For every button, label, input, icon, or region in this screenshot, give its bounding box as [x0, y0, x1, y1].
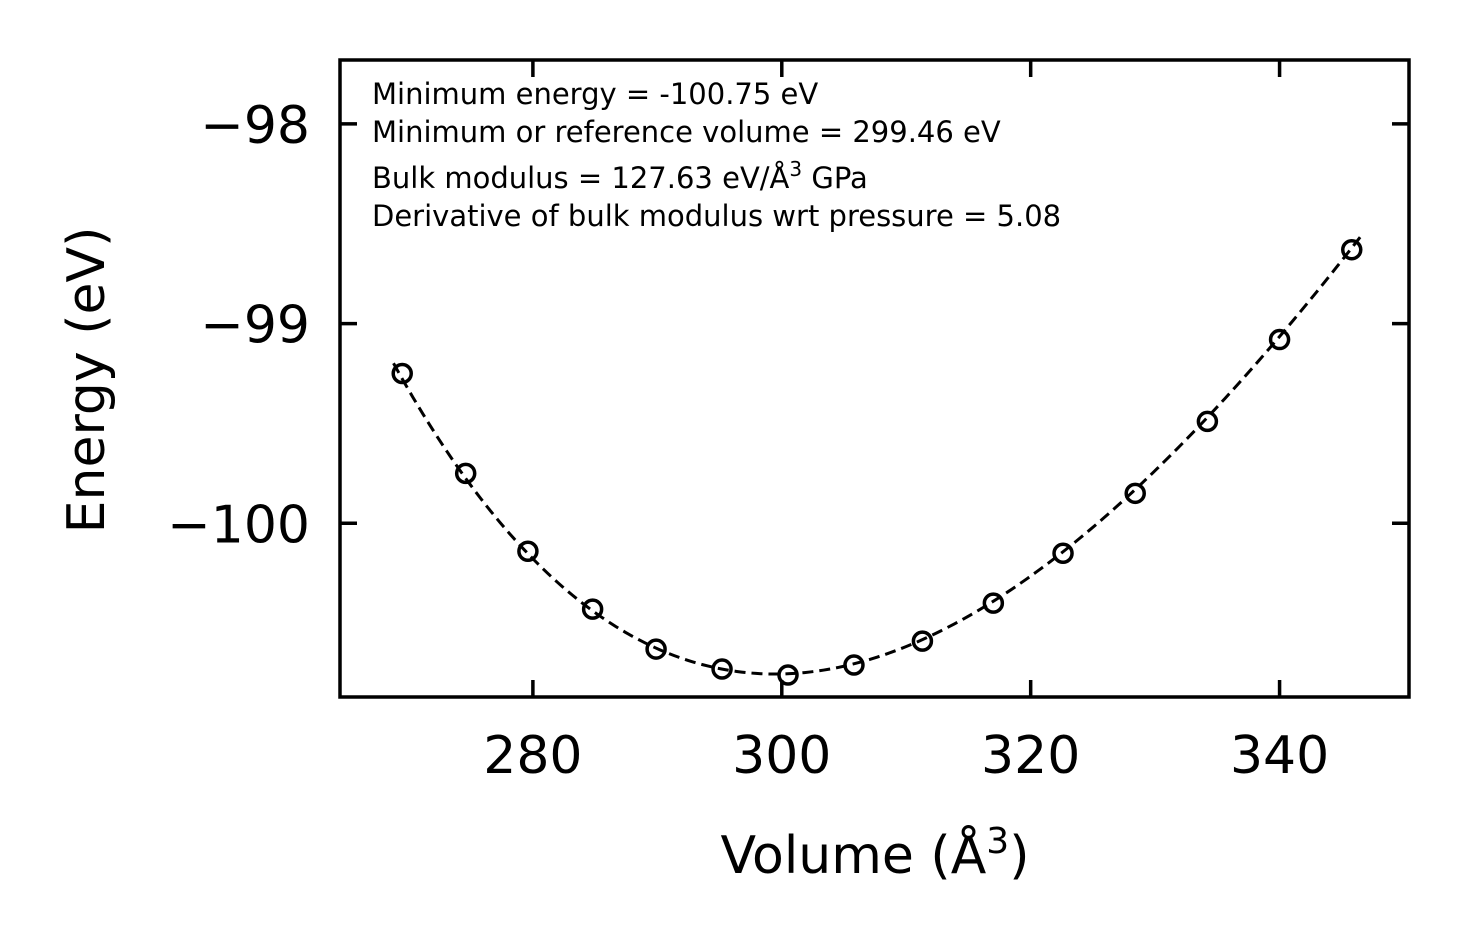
- data-point: [1196, 410, 1219, 433]
- axis-ticks: 280 300 320 340 −98 −99 −100: [167, 60, 1409, 786]
- data-point: [645, 638, 667, 660]
- annotation-min-energy: Minimum energy = -100.75 eV: [372, 77, 818, 111]
- data-point: [517, 540, 539, 562]
- data-point: [982, 592, 1005, 614]
- data-point: [454, 462, 477, 485]
- x-axis-label: Volume (Å3): [721, 821, 1030, 886]
- y-tick-label: −98: [200, 96, 310, 156]
- data-point: [711, 658, 733, 680]
- data-point: [581, 598, 604, 620]
- data-point: [1341, 238, 1363, 261]
- data-point: [911, 630, 934, 652]
- plot-area: [391, 235, 1363, 686]
- x-tick-label: 300: [732, 726, 831, 786]
- data-point: [1052, 542, 1074, 564]
- x-tick-label: 320: [981, 726, 1080, 786]
- fit-curve: [392, 235, 1362, 676]
- y-tick-label: −100: [167, 495, 310, 555]
- data-point: [843, 654, 865, 676]
- annotation-box: Minimum energy = -100.75 eV Minimum or r…: [372, 77, 1061, 233]
- data-point: [1268, 328, 1291, 351]
- y-tick-label: −99: [200, 296, 310, 356]
- x-tick-label: 340: [1230, 726, 1329, 786]
- data-point: [391, 362, 413, 385]
- annotation-bulk-modulus: Bulk modulus = 127.63 eV/Å3 GPa: [372, 157, 868, 195]
- annotation-bulk-modulus-derivative: Derivative of bulk modulus wrt pressure …: [372, 199, 1061, 233]
- x-tick-label: 280: [483, 726, 582, 786]
- data-point: [1124, 482, 1146, 505]
- data-point: [777, 664, 799, 686]
- y-axis-label: Energy (eV): [57, 227, 117, 534]
- annotation-min-volume: Minimum or reference volume = 299.46 eV: [372, 115, 1001, 149]
- plot-frame: [338, 58, 1411, 699]
